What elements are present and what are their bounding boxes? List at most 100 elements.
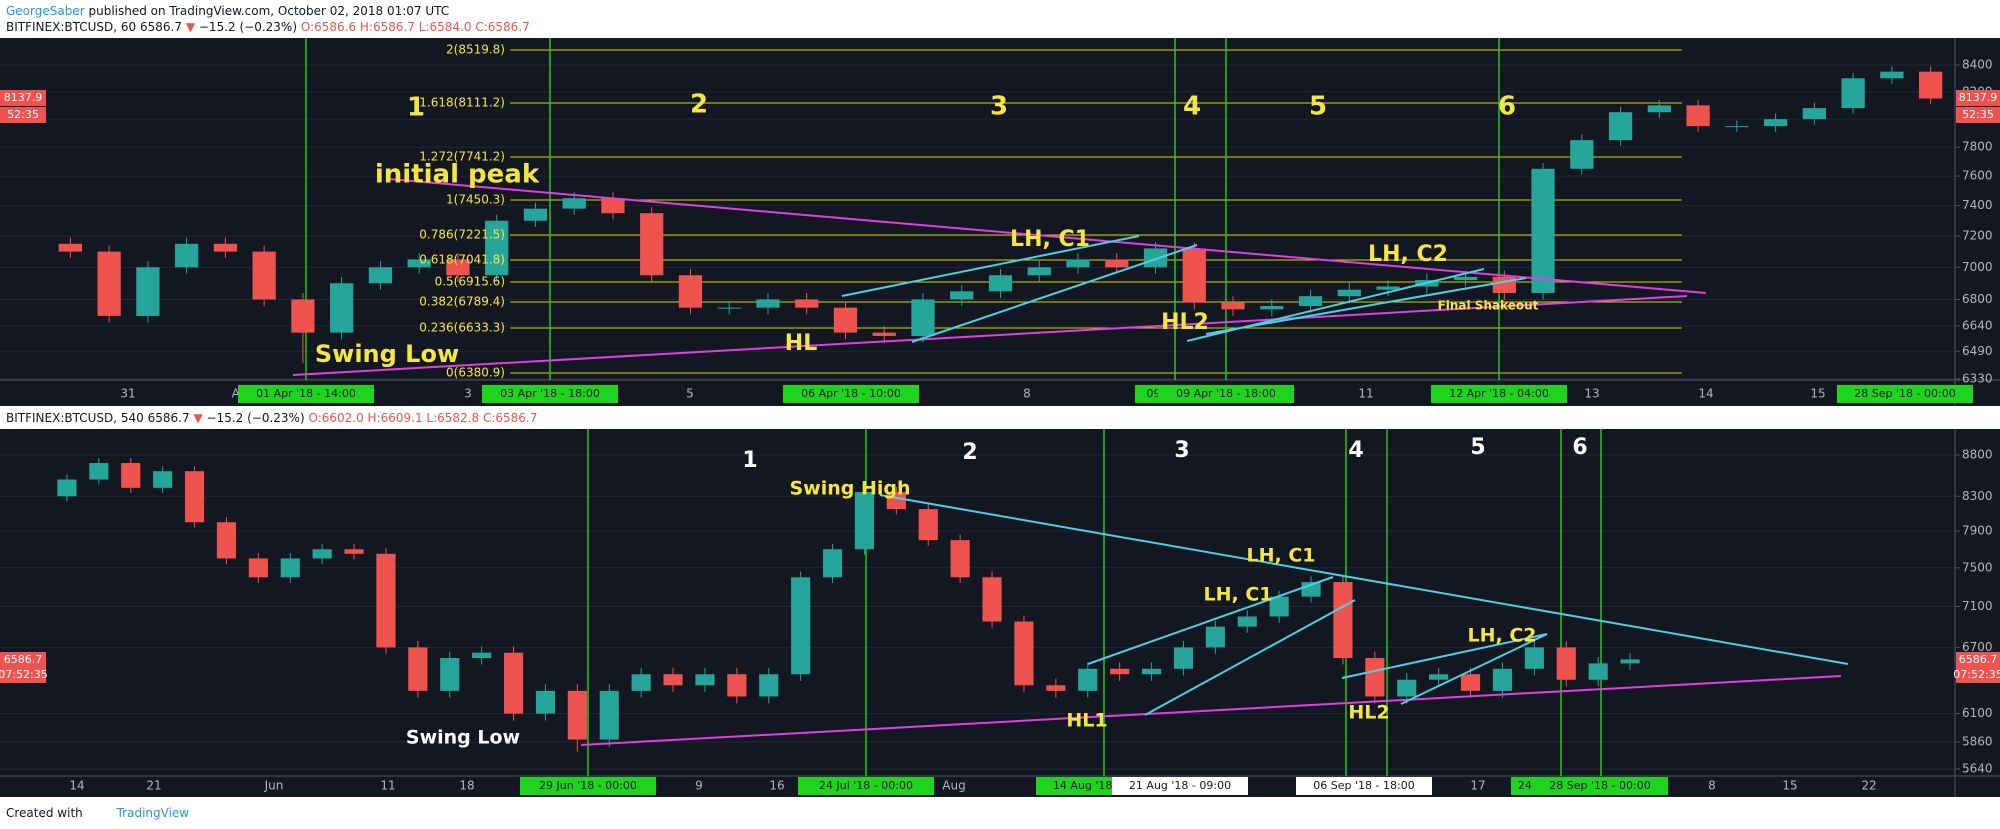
time-label: 28 Sep '18 - 00:00 — [1549, 779, 1650, 792]
time-label: 24 Jul '18 - 00:00 — [819, 779, 913, 792]
time-label: 01 Apr '18 - 14:00 — [256, 387, 356, 400]
time-label: 28 Sep '18 - 00:00 — [1854, 387, 1955, 400]
price-tag: 52:35 — [1962, 108, 1994, 121]
labels: 8400820080007800760074007200700068006640… — [0, 43, 2000, 795]
trend-line — [1341, 633, 1548, 679]
candle-body — [911, 299, 935, 336]
x-tick-label: 13 — [1584, 387, 1599, 401]
annotation: 4 — [1348, 438, 1363, 463]
trend-line — [388, 178, 1707, 294]
annotation: HL2 — [1161, 310, 1209, 335]
candle-body — [1725, 126, 1749, 128]
annotation: 4 — [1183, 92, 1201, 122]
candle-body — [1531, 168, 1555, 293]
candle-body — [756, 299, 780, 308]
candle-body — [1376, 286, 1400, 290]
x-tick-label: 14 — [1698, 387, 1713, 401]
price-tag-bg — [0, 107, 46, 123]
price-tag: 8137.9 — [1959, 91, 1998, 104]
candle-body — [1647, 105, 1671, 113]
candle-body — [1802, 108, 1826, 120]
symbol: BITFINEX:BTCUSD, 540 — [6, 411, 144, 425]
candle-body — [1260, 306, 1284, 310]
brand[interactable]: TradingView — [116, 806, 190, 820]
candle-body — [407, 259, 431, 268]
candle-body — [184, 471, 205, 523]
candle-body — [1237, 616, 1257, 627]
annotation: initial peak — [375, 160, 540, 190]
y-tick-label: 8300 — [1962, 489, 1993, 503]
candle-body — [1365, 658, 1385, 697]
y-tick-label: 6800 — [1962, 292, 1993, 306]
price-tag-bg — [0, 90, 46, 106]
candle-body — [1337, 289, 1361, 297]
candle-body — [1066, 259, 1090, 268]
time-label-bg — [482, 385, 618, 403]
y-tick-label: 6100 — [1962, 706, 1993, 720]
candle-body — [216, 522, 237, 559]
candle-body — [1046, 685, 1066, 691]
y-tick-label: 7500 — [1962, 560, 1993, 574]
x-tick-label: 3 — [464, 387, 472, 401]
y-tick-label: 7900 — [1962, 524, 1993, 538]
candle-body — [1173, 647, 1194, 669]
annotation: 5 — [1309, 92, 1327, 122]
arrow: ▼ — [193, 411, 203, 425]
time-label: 21 Aug '18 - 09:00 — [1129, 779, 1231, 792]
fib-levels — [510, 49, 1682, 374]
trend-lines — [292, 178, 1849, 746]
candle-body — [57, 479, 77, 497]
trend-line — [879, 494, 1849, 665]
ohlc: O:6586.6 H:6586.7 L:6584.0 C:6586.7 — [301, 20, 530, 34]
price-tag: 8137.9 — [4, 91, 43, 104]
candle-body — [854, 492, 875, 550]
candle-body — [330, 283, 354, 333]
candle-body — [695, 674, 715, 686]
time-label-bg — [520, 777, 656, 795]
trend-line — [1205, 277, 1527, 335]
candle-body — [1524, 647, 1544, 669]
trend-line — [1087, 576, 1334, 665]
fib-label: 0.382(6789.4) — [419, 295, 505, 309]
candle-body — [1556, 647, 1576, 680]
arrow: ▼ — [186, 20, 196, 34]
candle-body — [631, 674, 651, 691]
annotation: 6 — [1498, 92, 1516, 122]
trend-line — [1400, 633, 1548, 705]
annotation: 3 — [1174, 438, 1189, 463]
time-label: 09 Apr '18 - 18:00 — [1176, 387, 1276, 400]
annotation: Swing Low — [406, 727, 520, 749]
candle-body — [1205, 626, 1225, 648]
x-tick-label: 15 — [1810, 387, 1825, 401]
candle-body — [408, 647, 428, 691]
price-tag-bg — [0, 667, 46, 683]
y-tick-label: 6640 — [1962, 318, 1993, 332]
y-tick-label: 6330 — [1962, 371, 1993, 385]
candle-body — [1608, 112, 1633, 141]
trend-line — [292, 295, 1688, 376]
time-label-bg — [1837, 385, 1973, 403]
time-label: 03 Apr '18 - 18:00 — [500, 387, 600, 400]
candle-body — [312, 549, 332, 559]
candle-body — [1453, 276, 1478, 281]
x-tick-label: 31 — [120, 387, 135, 401]
price-tag-bg — [1956, 652, 2000, 668]
candle-body — [58, 243, 83, 252]
y-tick-label: 8800 — [1962, 447, 1993, 461]
annotation: HL — [785, 331, 817, 356]
y-tick-label: 8400 — [1962, 58, 1993, 72]
fib-label: 1(7450.3) — [446, 193, 505, 207]
candle-body — [1429, 674, 1449, 680]
x-tick-label: 17 — [1470, 779, 1485, 793]
annotation: 2 — [690, 90, 708, 120]
candle-body — [1880, 71, 1904, 79]
candle-body — [601, 198, 625, 214]
author[interactable]: GeorgeSaber — [6, 4, 85, 18]
x-tick-label: 5 — [686, 387, 694, 401]
time-label-bg — [783, 385, 919, 403]
time-label: 29 Jun '18 - 00:00 — [539, 779, 637, 792]
candle-body — [1141, 668, 1162, 675]
fib-label: 0.786(7221.5) — [419, 228, 505, 242]
candle-body — [1686, 105, 1710, 127]
